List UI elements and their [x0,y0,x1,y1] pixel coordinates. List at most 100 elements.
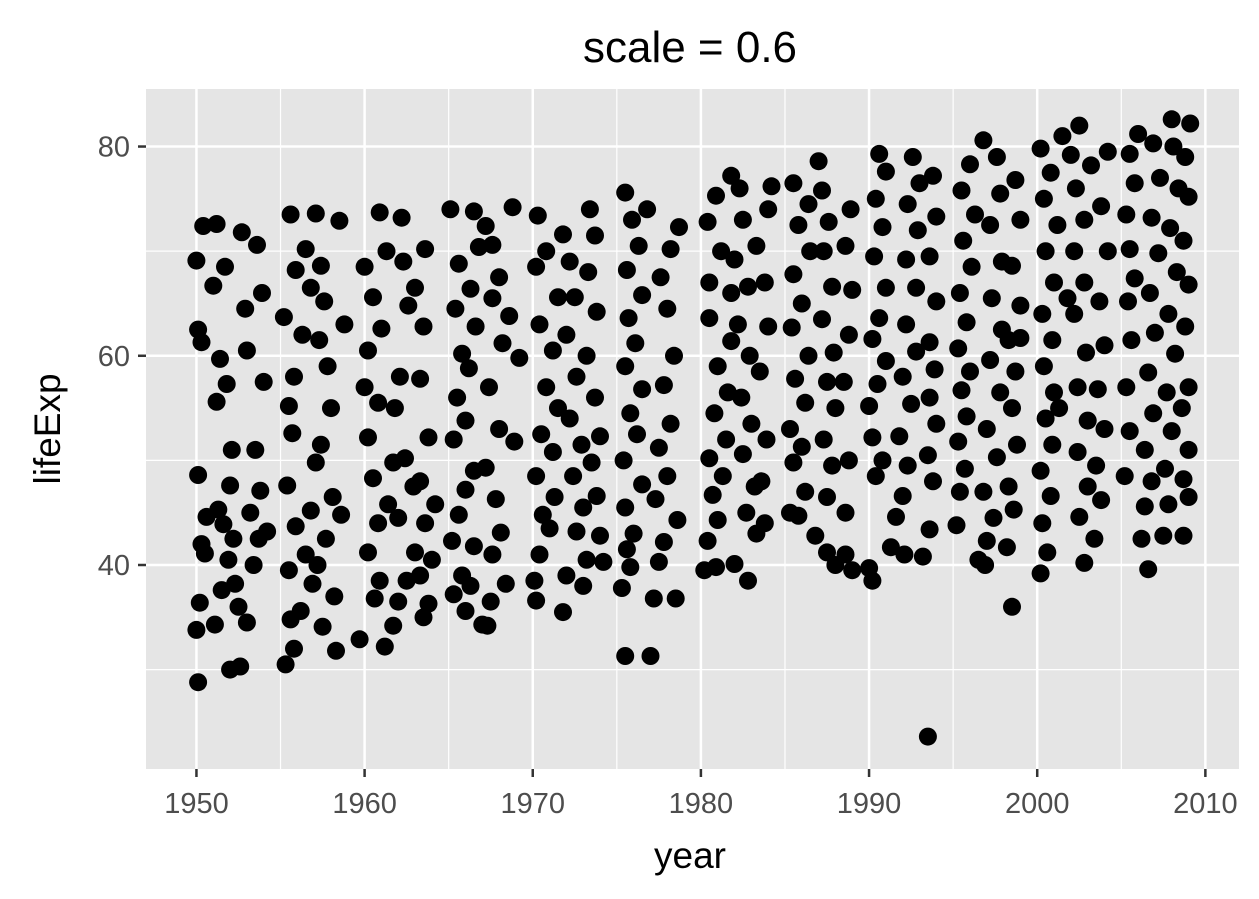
data-point [762,177,781,196]
data-point [633,286,652,305]
data-point [1132,529,1151,548]
data-point [621,404,640,423]
data-point [414,317,433,336]
data-point [490,420,509,438]
data-point [1003,256,1021,275]
data-point [350,630,369,649]
data-point [1065,304,1084,323]
data-point [818,488,836,506]
data-point [315,292,334,311]
data-point [221,660,240,679]
data-point [577,550,596,569]
data-points [187,110,1200,746]
data-point [456,602,475,620]
data-point [665,346,683,365]
data-point [1174,526,1193,545]
data-point [1151,168,1169,187]
data-point [335,315,354,334]
data-point [814,430,833,449]
data-point [397,571,416,590]
data-point [224,529,243,548]
data-point [591,526,609,545]
data-point [500,307,519,325]
data-point [311,256,330,275]
data-point [747,236,766,255]
data-point [1077,343,1095,362]
data-point [925,360,944,379]
data-point [897,315,916,334]
data-point [707,558,725,577]
x-tick-label: 1950 [164,788,229,820]
x-axis: 1950 1960 1970 1980 1990 2000 2010 [164,769,1238,820]
data-point [708,357,727,376]
data-point [187,251,206,270]
data-point [530,315,549,334]
data-point [254,372,273,391]
data-point [913,547,932,566]
data-point [582,453,601,472]
data-point [1075,273,1094,292]
data-point [211,349,229,368]
data-point [554,603,572,622]
data-point [623,210,641,229]
data-point [903,148,922,166]
data-point [1149,244,1168,263]
data-point [924,166,942,185]
data-point [396,449,414,468]
data-point [480,378,498,397]
data-point [229,597,248,616]
data-point [1179,275,1198,294]
data-point [949,432,968,451]
data-point [286,261,305,279]
data-point [379,495,398,514]
data-point [1156,459,1174,478]
data-point [276,655,295,674]
data-point [241,503,260,522]
data-point [1174,470,1193,489]
data-point [641,647,660,665]
data-point [301,501,320,520]
data-point [813,181,831,200]
data-point [1139,560,1158,579]
data-point [394,252,413,271]
data-point [1095,420,1114,438]
data-point [311,435,330,454]
data-point [670,218,688,237]
data-point [628,425,646,444]
data-point [866,189,885,208]
data-point [1031,139,1050,158]
data-point [1036,242,1055,261]
data-point [389,592,408,611]
data-point [359,428,377,447]
data-point [1098,242,1117,261]
data-point [414,608,433,627]
x-tick-label: 1990 [837,788,902,820]
data-point [496,574,515,593]
data-point [712,242,731,261]
data-point [955,459,974,478]
data-point [730,179,749,198]
data-point [823,277,842,296]
data-point [617,261,636,279]
data-point [385,399,404,418]
data-point [876,352,895,370]
data-point [216,257,234,276]
data-point [1140,284,1159,302]
data-point [372,319,391,338]
data-point [527,467,546,486]
data-point [1166,344,1185,363]
data-point [365,589,384,608]
data-point [1078,411,1097,430]
data-point [554,225,572,244]
data-point [1098,142,1117,161]
data-point [533,505,552,524]
data-point [863,428,882,447]
data-point [987,448,1006,467]
data-point [1078,477,1097,496]
data-point [1034,189,1053,208]
data-point [920,520,939,539]
data-point [232,223,251,242]
data-point [1088,380,1107,399]
data-point [244,556,263,574]
data-point [843,280,862,299]
